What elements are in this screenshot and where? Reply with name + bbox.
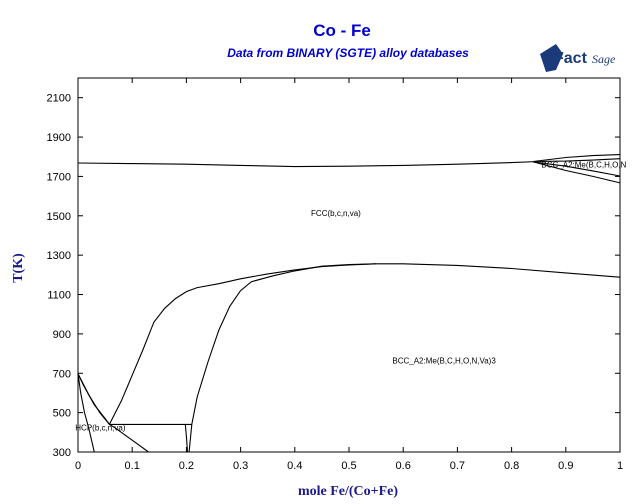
y-tick-label: 2100	[47, 93, 71, 105]
phase-boundary-13	[184, 424, 189, 453]
x-tick-label: 0.9	[558, 460, 573, 472]
x-tick-label: 0.3	[233, 460, 248, 472]
y-tick-label: 700	[53, 368, 71, 380]
logo-fact-text: Fact	[554, 50, 588, 67]
x-tick-label: 1	[617, 460, 623, 472]
y-tick-label: 500	[53, 408, 71, 420]
x-tick-label: 0.1	[125, 460, 140, 472]
x-tick-label: 0.7	[450, 460, 465, 472]
phase-boundary-5	[533, 161, 621, 177]
phase-boundary-2	[533, 154, 621, 163]
phase-label: HCP(b,c,n,va)	[75, 423, 126, 432]
factsage-logo: Fact Sage	[540, 44, 616, 72]
phase-boundary-12	[109, 423, 149, 453]
phase-boundary-1	[77, 160, 539, 168]
x-tick-label: 0.5	[341, 460, 356, 472]
phase-boundary-11	[77, 373, 110, 425]
phase-boundary-6	[108, 263, 621, 425]
logo-mark-icon	[540, 44, 563, 72]
phase-boundary-7	[188, 263, 377, 453]
phase-label: BCC_A2:Me(B,C,H,O,N	[541, 161, 626, 170]
axes: 0 0.1 0.2 0.3 0.4 0.5 0.6 0.7 0.8 0.9 130050070090…	[47, 77, 623, 472]
phase-boundary-3	[533, 158, 621, 163]
y-tick-label: 900	[53, 329, 71, 341]
chart-title: Co - Fe	[313, 21, 371, 40]
x-tick-label: 0.4	[287, 460, 302, 472]
logo-sage-text: Sage	[592, 52, 616, 66]
phase-label: BCC_A2:Me(B,C,H,O,N,Va)3	[392, 356, 496, 365]
y-axis-label: T(K)	[11, 253, 26, 283]
phase-boundaries	[77, 154, 621, 453]
phase-boundary-4	[533, 161, 621, 184]
phase-boundary-10	[77, 373, 95, 453]
y-tick-label: 300	[53, 447, 71, 459]
x-tick-label: 0	[75, 460, 81, 472]
phase-labels: FCC(b,c,n,va) BCC_A2:Me(B,C,H,O,N,Va)3 BCC…	[75, 161, 626, 433]
phase-label: FCC(b,c,n,va)	[311, 209, 361, 218]
x-tick-label: 0.8	[504, 460, 519, 472]
phase-boundary-9	[77, 373, 110, 425]
x-tick-label: 0.2	[179, 460, 194, 472]
chart-subtitle: Data from BINARY (SGTE) alloy databases	[227, 46, 469, 60]
y-tick-label: 1500	[47, 211, 71, 223]
x-axis-label: mole Fe/(Co+Fe)	[298, 484, 398, 499]
y-tick-label: 1100	[47, 290, 71, 302]
y-tick-label: 1300	[47, 250, 71, 262]
x-tick-label: 0.6	[396, 460, 411, 472]
y-tick-label: 1900	[47, 132, 71, 144]
y-tick-label: 1700	[47, 171, 71, 183]
